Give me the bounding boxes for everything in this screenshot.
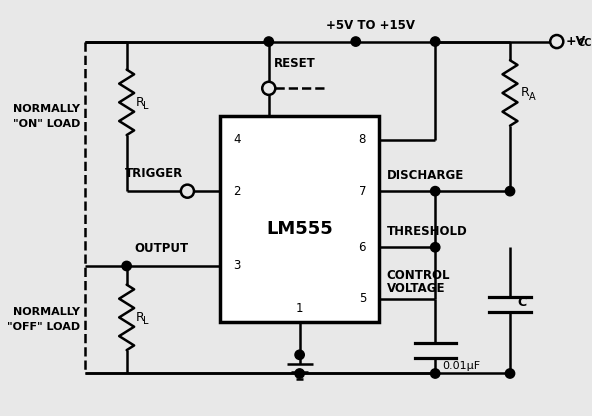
Text: "OFF" LOAD: "OFF" LOAD xyxy=(7,322,80,332)
Circle shape xyxy=(181,185,194,198)
Circle shape xyxy=(430,37,440,46)
Circle shape xyxy=(550,35,564,48)
Text: +V: +V xyxy=(566,35,586,48)
Text: +5V TO +15V: +5V TO +15V xyxy=(326,19,415,32)
Circle shape xyxy=(430,369,440,378)
Text: 8: 8 xyxy=(359,133,366,146)
Text: DISCHARGE: DISCHARGE xyxy=(387,169,464,182)
Text: 0.01μF: 0.01μF xyxy=(443,362,481,371)
Text: 3: 3 xyxy=(233,260,240,272)
Text: L: L xyxy=(143,101,149,111)
Text: 4: 4 xyxy=(233,133,241,146)
Text: A: A xyxy=(529,92,535,102)
Text: VOLTAGE: VOLTAGE xyxy=(387,282,445,295)
Bar xyxy=(220,116,379,322)
Circle shape xyxy=(506,186,514,196)
Text: CC: CC xyxy=(577,38,592,48)
Circle shape xyxy=(262,82,275,95)
Text: LM555: LM555 xyxy=(266,220,333,238)
Text: THRESHOLD: THRESHOLD xyxy=(387,225,467,238)
Circle shape xyxy=(351,37,361,46)
Circle shape xyxy=(295,350,304,359)
Circle shape xyxy=(430,186,440,196)
Text: "ON" LOAD: "ON" LOAD xyxy=(12,119,80,129)
Circle shape xyxy=(122,261,131,271)
Text: 2: 2 xyxy=(233,185,241,198)
Text: NORMALLY: NORMALLY xyxy=(13,307,80,317)
Circle shape xyxy=(295,369,304,378)
Text: R: R xyxy=(136,311,145,324)
Text: R: R xyxy=(136,96,145,109)
Text: L: L xyxy=(143,316,149,326)
Text: C: C xyxy=(517,296,527,309)
Text: NORMALLY: NORMALLY xyxy=(13,104,80,114)
Text: TRIGGER: TRIGGER xyxy=(124,167,183,180)
Circle shape xyxy=(506,369,514,378)
Circle shape xyxy=(430,243,440,252)
Text: R: R xyxy=(521,87,530,99)
Text: 1: 1 xyxy=(296,302,303,315)
Text: 7: 7 xyxy=(359,185,366,198)
Text: RESET: RESET xyxy=(274,57,315,69)
Text: CONTROL: CONTROL xyxy=(387,269,450,282)
Text: OUTPUT: OUTPUT xyxy=(134,242,188,255)
Text: 5: 5 xyxy=(359,292,366,305)
Circle shape xyxy=(264,37,274,46)
Text: 6: 6 xyxy=(359,241,366,254)
